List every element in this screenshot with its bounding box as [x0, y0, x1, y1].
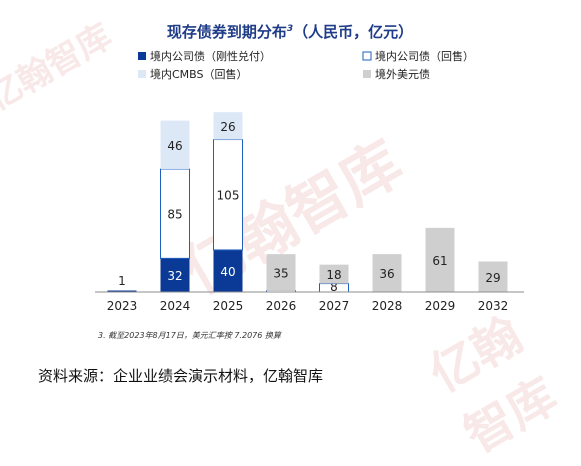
bar-cmbs-2025	[213, 112, 243, 140]
bar-offshore-2026	[266, 254, 296, 291]
x-tick-label-2032: 2032	[478, 299, 509, 313]
bond-maturity-chart: 现存债券到期分布3（人民币，亿元） 境内公司债（刚性兑付） 境内公司债（回售）境内…	[38, 23, 524, 385]
value-label-puttable-2027: 8	[330, 280, 338, 294]
bar-puttable-2025	[213, 139, 243, 251]
bar-rigid-2024	[160, 258, 190, 292]
value-label-offshore-2028: 36	[379, 267, 394, 281]
x-tick-label-2024: 2024	[160, 299, 191, 313]
legend-swatch-offshore	[363, 70, 371, 78]
footnote: 3. 截至2023年8月17日，美元汇率按 7.2076 换算	[98, 331, 283, 340]
legend-swatch-puttable	[362, 51, 372, 61]
value-label-offshore-2026: 35	[273, 267, 288, 281]
bar-rigid-2023	[107, 290, 137, 292]
legend: 境内公司债（刚性兑付） 境内公司债（回售） 境内CMBS（回售） 境外美元债	[138, 49, 474, 81]
x-tick-label-2026: 2026	[266, 299, 297, 313]
bar-puttable-2024	[160, 168, 190, 259]
value-label-offshore-2027: 18	[326, 268, 341, 282]
x-tick-label-2029: 2029	[425, 299, 456, 313]
legend-swatch-rigid	[138, 52, 146, 60]
value-label-cmbs-2025: 26	[220, 120, 235, 134]
chart-title: 现存债券到期分布3（人民币，亿元）	[167, 23, 413, 41]
x-tick-label-2027: 2027	[319, 299, 350, 313]
bar-cmbs-2024	[160, 120, 190, 169]
source-note: 资料来源：企业业绩会演示材料，亿翰智库	[38, 367, 323, 385]
bars: 13285464010526135818366129	[107, 112, 508, 294]
x-axis: 2023 2024 2025 2026 2027 2028 2029 2032	[107, 299, 509, 313]
legend-label-puttable: 境内公司债（回售）	[375, 49, 474, 63]
value-label-offshore-2032: 29	[485, 271, 500, 285]
bar-offshore-2027	[319, 264, 349, 284]
legend-label-rigid: 境内公司债（刚性兑付）	[150, 49, 271, 63]
bar-offshore-2032	[478, 261, 508, 292]
legend-label-offshore: 境外美元债	[375, 67, 430, 81]
value-label-offshore-2029: 61	[432, 254, 447, 268]
value-label-rigid-2025: 40	[220, 265, 235, 279]
bar-offshore-2028	[372, 254, 402, 292]
value-label-puttable-2025: 105	[217, 189, 240, 203]
value-label-rigid-2023: 1	[118, 274, 126, 288]
legend-swatch-cmbs	[138, 70, 146, 78]
chart-title-superscript: 3	[287, 24, 293, 34]
bar-offshore-2029	[425, 227, 455, 292]
value-label-puttable-2024: 85	[167, 208, 182, 222]
x-tick-label-2028: 2028	[372, 299, 403, 313]
legend-label-cmbs: 境内CMBS（回售）	[150, 67, 248, 81]
value-label-rigid-2024: 32	[167, 269, 182, 283]
x-tick-label-2025: 2025	[213, 299, 244, 313]
value-label-cmbs-2024: 46	[167, 139, 182, 153]
x-tick-label-2023: 2023	[107, 299, 138, 313]
bar-rigid-2025	[213, 249, 243, 292]
